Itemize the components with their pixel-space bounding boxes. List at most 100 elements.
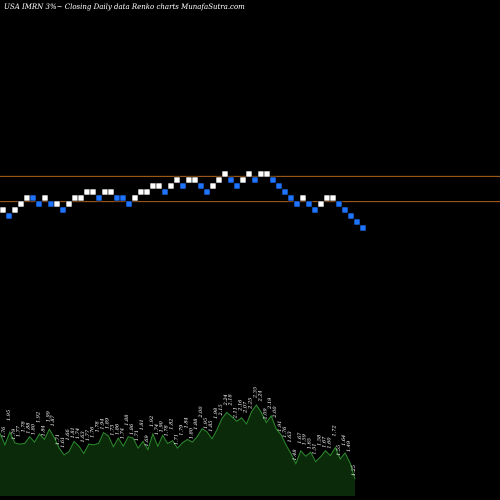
volume-value-label: 1.74	[119, 428, 125, 439]
renko-brick-up	[263, 170, 271, 178]
renko-brick-up	[17, 200, 25, 208]
renko-brick-up	[89, 188, 97, 196]
volume-value-label: 2.15	[218, 404, 224, 416]
renko-brick-up	[41, 194, 49, 202]
renko-brick-up	[149, 182, 157, 190]
renko-brick-down	[95, 194, 103, 202]
renko-brick-up	[173, 176, 181, 184]
volume-value-label: 1.51	[312, 443, 318, 454]
volume-value-label: 1.79	[178, 424, 184, 436]
volume-value-label: 1.94	[100, 418, 106, 429]
renko-brick-down	[113, 194, 121, 202]
volume-value-label: 2.09	[262, 408, 268, 421]
renko-brick-down	[251, 176, 259, 184]
renko-brick-down	[179, 182, 187, 190]
renko-brick-down	[59, 206, 67, 214]
volume-value-label: 1.61	[60, 437, 66, 448]
renko-brick-up	[23, 194, 31, 202]
renko-brick-down	[203, 188, 211, 196]
volume-value-label: 2.16	[238, 399, 244, 412]
volume-value-label: 1.67	[297, 432, 303, 444]
volume-value-label: 2.25	[248, 398, 254, 410]
volume-value-label: 1.93	[0, 419, 2, 430]
renko-brick-down	[269, 176, 277, 184]
volume-value-label: 1.85	[208, 421, 214, 432]
volume-value-label: 1.79	[11, 428, 17, 440]
volume-value-label: 2.07	[243, 401, 249, 414]
volume-value-label: 1.92	[35, 412, 41, 423]
renko-brick-down	[5, 212, 13, 220]
volume-value-label: 1.59	[302, 433, 308, 445]
volume-value-label: 1.99	[45, 410, 51, 422]
volume-value-label: 1.25	[351, 465, 357, 476]
volume-value-label: 1.76	[282, 426, 288, 438]
renko-brick-up	[77, 194, 85, 202]
volume-value-label: 1.67	[321, 436, 327, 448]
volume-value-label: 1.88	[124, 415, 130, 426]
renko-brick-down	[29, 194, 37, 202]
volume-value-label: 1.92	[149, 416, 155, 427]
renko-brick-up	[0, 206, 7, 214]
volume-value-label: 1.84	[40, 425, 46, 436]
renko-brick-down	[359, 224, 367, 232]
renko-brick-up	[323, 194, 331, 202]
volume-value-label: 1.77	[16, 425, 22, 437]
volume-value-label: 1.48	[292, 449, 298, 460]
renko-brick-down	[161, 188, 169, 196]
renko-brick-down	[227, 176, 235, 184]
renko-brick-down	[47, 200, 55, 208]
volume-value-label: 1.90	[159, 420, 165, 432]
volume-outline	[0, 404, 356, 480]
renko-brick-up	[71, 194, 79, 202]
volume-value-label: 1.78	[95, 421, 101, 432]
renko-brick-down	[305, 200, 313, 208]
volume-value-label: 1.84	[183, 417, 189, 428]
renko-brick-up	[131, 194, 139, 202]
volume-value-label: 1.74	[154, 424, 160, 435]
volume-value-label: 2.00	[198, 406, 204, 419]
volume-value-label: 1.71	[134, 430, 140, 441]
volume-value-label: 1.71	[174, 434, 180, 445]
volume-value-label: 1.69	[144, 435, 150, 447]
volume-value-label: 1.98	[213, 408, 219, 419]
volume-value-label: 1.65	[307, 438, 313, 449]
volume-value-label: 1.63	[287, 431, 293, 442]
renko-brick-down	[125, 200, 133, 208]
renko-bricks	[0, 170, 367, 232]
volume-value-label: 1.95	[6, 410, 12, 421]
renko-brick-up	[257, 170, 265, 178]
volume-value-label: 2.18	[228, 394, 234, 406]
volume-value-label: 1.88	[193, 419, 199, 430]
volume-value-label: 1.78	[164, 425, 170, 436]
volume-value-label: 1.86	[114, 423, 120, 435]
volume-value-label: 1.89	[105, 417, 111, 429]
renko-brick-up	[101, 188, 109, 196]
renko-brick-down	[35, 200, 43, 208]
renko-brick-down	[347, 212, 355, 220]
renko-brick-up	[191, 176, 199, 184]
renko-brick-up	[239, 176, 247, 184]
volume-value-label: 1.63	[80, 431, 86, 442]
volume-value-label: 2.00	[272, 406, 278, 419]
volume-value-label: 1.64	[341, 435, 347, 446]
volume-value-label: 1.76	[1, 426, 7, 438]
volume-labels: 1.931.761.951.791.77 1.781.881.801.921.84…	[0, 387, 357, 476]
volume-area	[0, 405, 355, 496]
renko-brick-down	[281, 188, 289, 196]
renko-brick-up	[299, 194, 307, 202]
renko-brick-down	[335, 200, 343, 208]
volume-value-label: 1.95	[203, 418, 209, 429]
volume-value-label: 1.72	[331, 425, 337, 436]
renko-brick-up	[83, 188, 91, 196]
renko-brick-down	[287, 194, 295, 202]
renko-brick-up	[329, 194, 337, 202]
volume-value-label: 1.58	[317, 435, 323, 446]
volume-value-label: 2.11	[233, 407, 239, 419]
volume-value-label: 1.87	[50, 414, 56, 426]
renko-brick-up	[245, 170, 253, 178]
chart-title: USA IMRN 3%~ Closing Daily data Renko ch…	[4, 3, 245, 11]
renko-brick-up	[209, 182, 217, 190]
volume-value-label: 1.80	[31, 423, 37, 435]
volume-value-label: 1.60	[326, 437, 332, 449]
